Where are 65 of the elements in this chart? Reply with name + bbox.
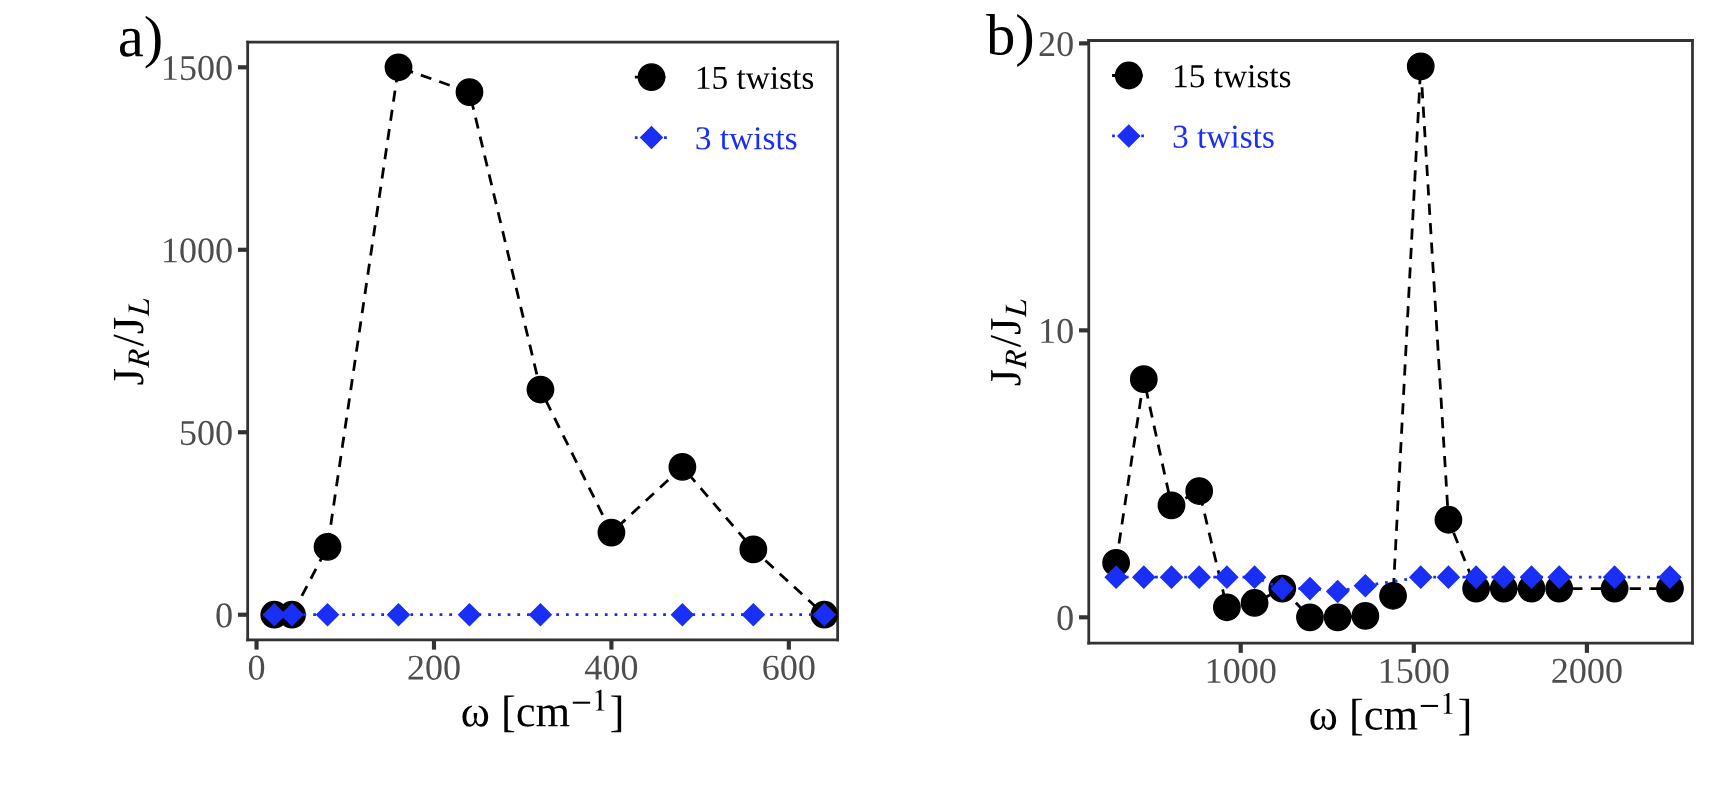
point xyxy=(1353,574,1377,598)
point xyxy=(739,535,768,564)
point xyxy=(316,603,340,627)
x-tick-label: 200 xyxy=(408,655,460,680)
point xyxy=(526,375,555,404)
point xyxy=(1157,491,1186,520)
y-tick-label: 20 xyxy=(1039,31,1073,57)
point xyxy=(1129,365,1158,394)
x-tick-label: 0 xyxy=(248,655,265,680)
point xyxy=(1296,603,1324,632)
point xyxy=(1212,593,1241,622)
point xyxy=(1240,589,1269,617)
y-tick-label: 1000 xyxy=(164,238,232,263)
x-tick-label: 400 xyxy=(585,655,638,680)
point xyxy=(1187,565,1211,589)
legend-label: 15 twists xyxy=(1175,65,1291,88)
point xyxy=(1379,581,1407,610)
point xyxy=(1132,565,1156,589)
point xyxy=(1603,565,1627,589)
chart-title: b) xyxy=(986,14,1033,67)
point xyxy=(1547,565,1571,589)
x-tick-label: 2000 xyxy=(1552,658,1622,684)
legend-label: 3 twists xyxy=(696,127,797,150)
point xyxy=(1185,477,1214,505)
point xyxy=(1351,601,1380,630)
point xyxy=(1323,603,1352,632)
y-tick-label: 500 xyxy=(181,420,232,446)
point xyxy=(1492,565,1516,589)
y-axis-title: J$_{R}$/J$_{L}$ xyxy=(990,299,1027,386)
point xyxy=(670,603,694,627)
x-tick-label: 1000 xyxy=(1207,658,1276,684)
point xyxy=(528,603,552,627)
x-axis-title: ω [cm$^{−1}$] xyxy=(462,689,622,733)
chart-title: a) xyxy=(119,15,161,69)
point xyxy=(313,532,342,561)
point xyxy=(455,78,484,107)
x-axis-title: ω [cm$^{−1}$] xyxy=(1310,692,1470,736)
point xyxy=(597,518,626,547)
point xyxy=(1159,565,1183,589)
point xyxy=(668,453,697,481)
point xyxy=(1298,577,1322,601)
y-tick-label: 10 xyxy=(1041,318,1073,344)
y-tick-label: 0 xyxy=(1057,605,1073,631)
legend-label: 15 twists xyxy=(697,66,814,90)
point xyxy=(741,603,765,627)
point xyxy=(1215,565,1239,589)
point xyxy=(1243,565,1267,589)
y-tick-label: 1500 xyxy=(164,55,232,81)
y-axis-title: J$_{R}$/J$_{L}$ xyxy=(113,298,149,385)
point xyxy=(1409,565,1433,589)
y-tick-label: 0 xyxy=(216,603,232,628)
x-tick-label: 1500 xyxy=(1380,658,1449,684)
point xyxy=(1406,52,1435,81)
point xyxy=(457,603,481,627)
legend-label: 3 twists xyxy=(1173,125,1274,148)
point xyxy=(1434,505,1463,534)
point xyxy=(1104,565,1128,589)
x-tick-label: 600 xyxy=(763,655,815,680)
point xyxy=(386,603,410,627)
point xyxy=(1658,565,1682,589)
point xyxy=(1436,565,1460,589)
point xyxy=(384,53,413,82)
point xyxy=(1520,565,1544,589)
point xyxy=(1326,579,1350,603)
point xyxy=(1464,565,1488,589)
